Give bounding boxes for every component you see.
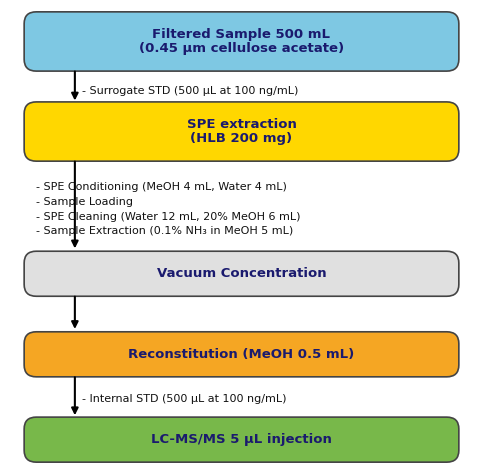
Text: LC-MS/MS 5 μL injection: LC-MS/MS 5 μL injection [151, 433, 332, 446]
Text: Reconstitution (MeOH 0.5 mL): Reconstitution (MeOH 0.5 mL) [128, 348, 355, 361]
FancyBboxPatch shape [24, 12, 459, 71]
Text: - Sample Loading: - Sample Loading [36, 197, 133, 207]
Text: (0.45 μm cellulose acetate): (0.45 μm cellulose acetate) [139, 42, 344, 55]
Text: - SPE Cleaning (Water 12 mL, 20% MeOH 6 mL): - SPE Cleaning (Water 12 mL, 20% MeOH 6 … [36, 211, 301, 222]
Text: Vacuum Concentration: Vacuum Concentration [156, 267, 327, 280]
Text: - Internal STD (500 μL at 100 ng/mL): - Internal STD (500 μL at 100 ng/mL) [82, 394, 286, 404]
FancyBboxPatch shape [24, 102, 459, 161]
FancyBboxPatch shape [24, 417, 459, 462]
Text: - Sample Extraction (0.1% NH₃ in MeOH 5 mL): - Sample Extraction (0.1% NH₃ in MeOH 5 … [36, 226, 294, 237]
Text: Filtered Sample 500 mL: Filtered Sample 500 mL [153, 28, 330, 41]
Text: - Surrogate STD (500 μL at 100 ng/mL): - Surrogate STD (500 μL at 100 ng/mL) [82, 86, 298, 96]
FancyBboxPatch shape [24, 251, 459, 296]
FancyBboxPatch shape [24, 332, 459, 377]
Text: SPE extraction: SPE extraction [186, 118, 297, 131]
Text: (HLB 200 mg): (HLB 200 mg) [190, 132, 293, 145]
Text: - SPE Conditioning (MeOH 4 mL, Water 4 mL): - SPE Conditioning (MeOH 4 mL, Water 4 m… [36, 182, 287, 192]
